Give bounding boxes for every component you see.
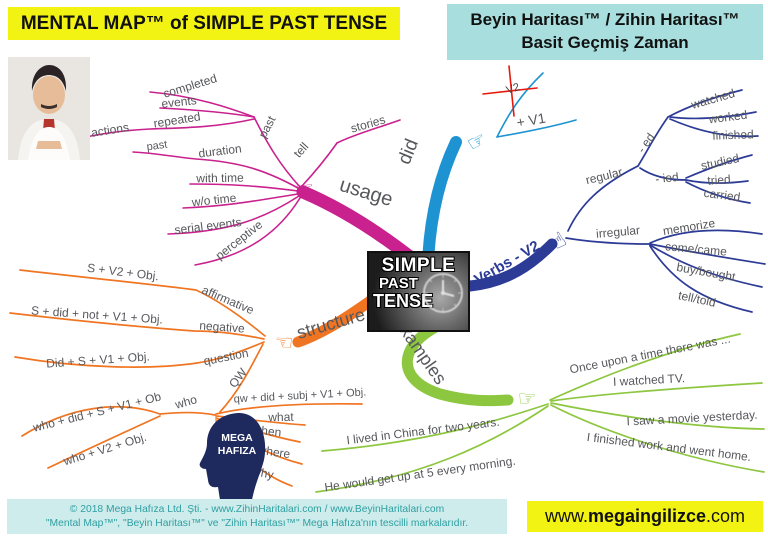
branch-label-did: did <box>394 136 424 168</box>
branch-label-verbs: Verbs - V2 <box>471 237 543 289</box>
verbs-buy-bought: buy/bought <box>675 259 737 285</box>
central-topic-line2: PAST <box>379 274 418 292</box>
verbs-ied: - ied <box>654 169 680 187</box>
branch-label-structure: structure <box>294 304 368 343</box>
title-banner: MENTAL MAP™ of SIMPLE PAST TENSE <box>8 7 400 40</box>
verbs-regular: regular <box>584 164 624 188</box>
example-finished-work: I finished work and went home. <box>586 429 752 465</box>
structure-who: who <box>173 392 199 412</box>
structure-qw: QW <box>226 365 250 391</box>
central-topic-line3: TENSE <box>373 290 434 311</box>
example-would-get-up: He would get up at 5 every morning. <box>323 453 517 495</box>
did-subbranches <box>496 72 577 138</box>
verbs-watched: watched <box>689 86 737 112</box>
structure-hand-icon: ☜ <box>273 329 295 356</box>
example-watched-tv: I watched TV. <box>612 371 686 389</box>
verbs-come-came: come/came <box>664 239 728 259</box>
turkish-title-line2: Basit Geçmiş Zaman <box>521 33 689 52</box>
branch-label-usage: usage <box>336 174 396 212</box>
site-suffix: .com <box>706 506 746 526</box>
structure-qw-formula: qw + did + subj + V1 + Obj. <box>233 386 367 406</box>
usage-repeated: repeated <box>152 109 202 131</box>
structure-question-formula: Did + S + V1 + Obj. <box>45 349 151 371</box>
turkish-title-line1: Beyin Haritası™ / Zihin Haritası™ <box>470 10 740 30</box>
copyright-footer: © 2018 Mega Hafıza Ltd. Şti. - www.Zihin… <box>7 499 507 534</box>
structure-question: question <box>202 345 250 369</box>
usage-past: past <box>255 113 279 141</box>
did-v1: + V1 <box>515 109 547 131</box>
did-crossed-v2: V2 <box>504 81 522 97</box>
usage-events: events <box>160 93 198 111</box>
head-silhouette-icon <box>199 412 266 500</box>
central-topic: SIMPLE PAST TENSE <box>367 251 470 332</box>
structure-negative-formula: S + did + not + V1 + Obj. <box>30 303 164 327</box>
usage-past-small: past <box>145 138 169 154</box>
structure-what: what <box>268 409 294 425</box>
did-hand-icon: ☞ <box>462 126 491 157</box>
verbs-memorize: memorize <box>661 215 717 239</box>
usage-tell: tell <box>290 139 312 161</box>
usage-with-time: with time <box>196 170 244 186</box>
usage-duration: duration <box>197 141 243 161</box>
verbs-tried: tried <box>706 172 732 188</box>
turkish-title-banner: Beyin Haritası™ / Zihin Haritası™ Basit … <box>447 4 763 60</box>
example-saw-movie: I saw a movie yesterday. <box>626 407 758 429</box>
usage-hand-icon: ☞ <box>293 176 317 203</box>
usage-wo-time: w/o time <box>191 190 237 210</box>
verbs-worked: worked <box>707 107 749 127</box>
structure-who-v2-formula: who + V2 + Obj. <box>61 429 149 469</box>
verbs-tell-told: tell/told <box>676 288 718 310</box>
verbs-finished: finished <box>712 127 754 143</box>
structure-negative: negative <box>198 318 246 336</box>
verbs-hand-icon: ☝ <box>547 226 571 255</box>
clock-icon <box>423 273 463 313</box>
verbs-carried: carried <box>702 185 742 205</box>
usage-stories: stories <box>349 112 387 136</box>
page-title: MENTAL MAP™ of SIMPLE PAST TENSE <box>20 12 388 34</box>
structure-affirmative: affirmative <box>199 282 257 318</box>
example-lived-china: I lived in China for two years. <box>345 414 501 448</box>
structure-affirmative-formula: S + V2 + Obj. <box>86 260 160 284</box>
verbs-ed: - ed <box>634 130 658 156</box>
author-photo <box>8 57 90 160</box>
site-name: megaingilizce <box>587 506 707 526</box>
site-prefix: www. <box>544 506 588 526</box>
usage-serial-events: serial events <box>173 214 243 238</box>
logo-line1: MEGA <box>221 432 253 444</box>
logo-line2: HAFIZA <box>217 444 257 457</box>
example-once-upon: Once upon a time there was ... <box>568 331 732 377</box>
structure-who-did-formula: who + did + S + V1 + Ob <box>31 389 163 435</box>
usage-actions: actions <box>90 120 130 140</box>
verbs-studied: studied <box>699 151 741 173</box>
examples-hand-icon: ☞ <box>517 386 537 411</box>
trademark-line2: "Mental Map™", "Beyin Haritası™" ve "Zih… <box>45 517 469 529</box>
mega-hafiza-logo: MEGA HAFIZA <box>198 412 270 500</box>
verbs-irregular: irregular <box>595 223 641 241</box>
website-banner: www. megaingilizce .com <box>527 501 763 532</box>
copyright-line1: © 2018 Mega Hafıza Ltd. Şti. - www.Zihin… <box>69 504 445 516</box>
